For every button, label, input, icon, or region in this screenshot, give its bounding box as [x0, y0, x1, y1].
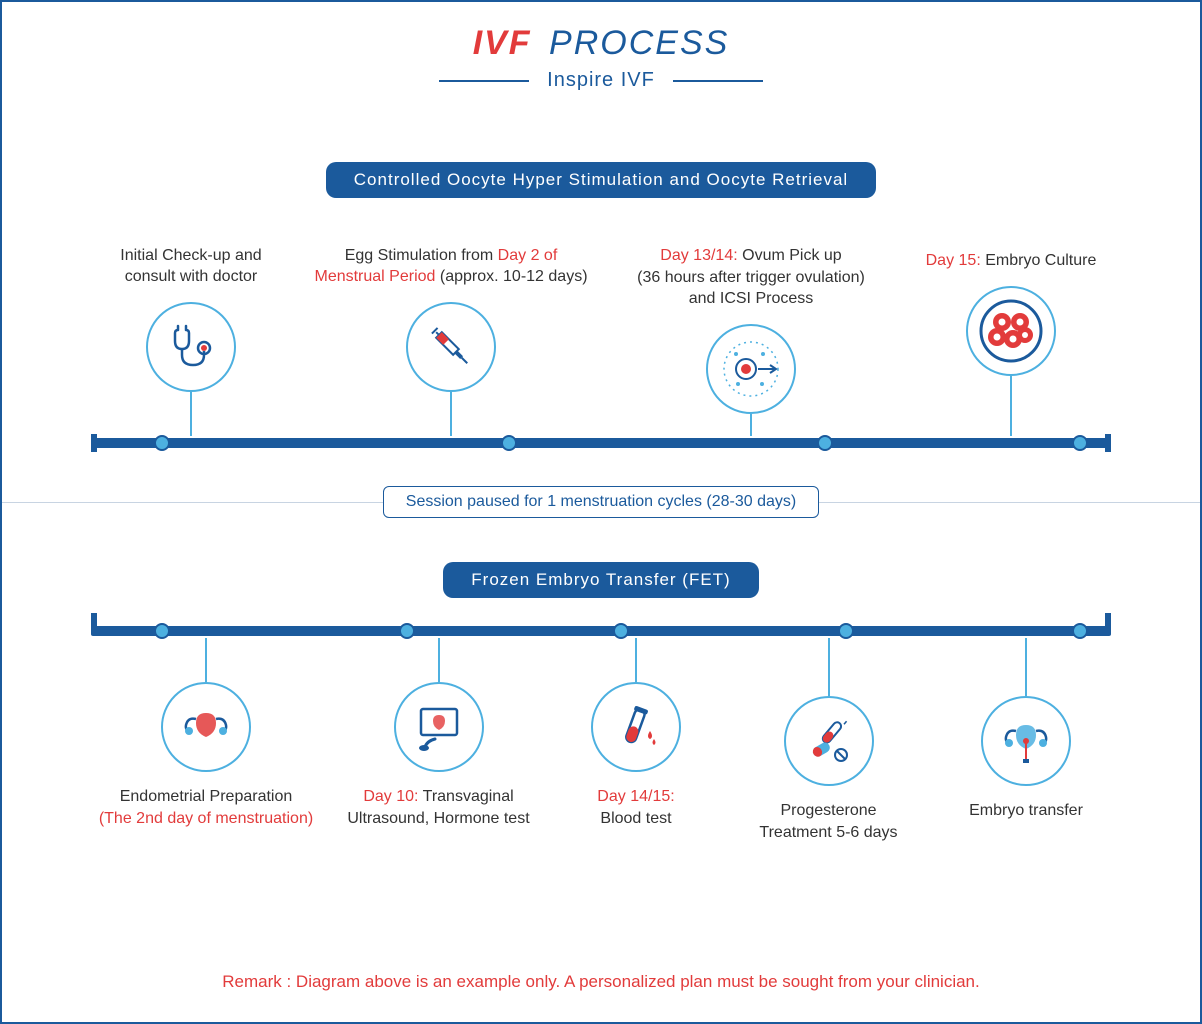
timeline-step: Egg Stimulation from Day 2 ofMenstrual P… — [311, 244, 591, 436]
title-process: PROCESS — [549, 24, 729, 62]
timeline-dot — [1072, 623, 1088, 639]
connector-line — [828, 638, 830, 696]
timeline-step: Initial Check-up andconsult with doctor — [91, 244, 291, 436]
timeline-step: Day 13/14: Ovum Pick up(36 hours after t… — [611, 245, 891, 436]
ultrasound-icon — [394, 682, 484, 772]
step-label: Day 10: TransvaginalUltrasound, Hormone … — [347, 786, 529, 830]
section1-header: Controlled Oocyte Hyper Stimulation and … — [2, 162, 1200, 198]
step-label: Endometrial Preparation(The 2nd day of m… — [99, 786, 313, 830]
timeline-dot — [1072, 435, 1088, 451]
main-title: IVF PROCESS — [2, 24, 1200, 63]
syringe-icon — [406, 302, 496, 392]
step-label: ProgesteroneTreatment 5-6 days — [759, 800, 897, 844]
timeline-1: Initial Check-up andconsult with doctor … — [81, 228, 1121, 448]
connector-line — [205, 638, 207, 682]
pause-section: Session paused for 1 menstruation cycles… — [2, 486, 1200, 518]
tl-endcap — [1105, 613, 1111, 631]
timeline-step: Day 10: TransvaginalUltrasound, Hormone … — [339, 638, 539, 830]
timeline-dot — [838, 623, 854, 639]
steps-row-2: Endometrial Preparation(The 2nd day of m… — [81, 626, 1121, 844]
timeline-dot — [399, 623, 415, 639]
remark-text: Remark : Diagram above is an example onl… — [2, 972, 1200, 992]
timeline-bar-1 — [91, 438, 1111, 448]
tl-endcap — [91, 434, 97, 452]
embryo-icon — [966, 286, 1056, 376]
tl-endcap — [1105, 434, 1111, 452]
step-label: Day 15: Embryo Culture — [926, 228, 1097, 272]
timeline-dot — [613, 623, 629, 639]
step-label: Egg Stimulation from Day 2 ofMenstrual P… — [314, 244, 587, 288]
subtitle: Inspire IVF — [547, 69, 655, 92]
section2-header: Frozen Embryo Transfer (FET) — [2, 562, 1200, 598]
step-label: Initial Check-up andconsult with doctor — [120, 244, 261, 288]
connector-line — [1010, 376, 1012, 436]
decor-line-right — [673, 80, 763, 82]
transfer-icon — [981, 696, 1071, 786]
timeline-step: ProgesteroneTreatment 5-6 days — [734, 638, 924, 844]
tl-endcap — [91, 613, 97, 631]
connector-line — [190, 392, 192, 436]
connector-line — [450, 392, 452, 436]
timeline-step: Embryo transfer — [941, 638, 1111, 844]
timeline-dot — [154, 623, 170, 639]
connector-line — [438, 638, 440, 682]
subtitle-row: Inspire IVF — [2, 69, 1200, 92]
timeline-dot — [154, 435, 170, 451]
timeline-step: Day 14/15:Blood test — [556, 638, 716, 830]
connector-line — [1025, 638, 1027, 696]
step-label: Day 14/15:Blood test — [597, 786, 674, 830]
title-ivf: IVF — [473, 24, 532, 62]
step-label: Embryo transfer — [969, 800, 1083, 844]
pills-icon — [784, 696, 874, 786]
uterus-icon — [161, 682, 251, 772]
header: IVF PROCESS Inspire IVF — [2, 2, 1200, 92]
section2-title: Frozen Embryo Transfer (FET) — [443, 562, 758, 598]
icsi-icon — [706, 324, 796, 414]
connector-line — [750, 414, 752, 436]
timeline-2: Endometrial Preparation(The 2nd day of m… — [81, 626, 1121, 886]
section1-title: Controlled Oocyte Hyper Stimulation and … — [326, 162, 876, 198]
timeline-bar-2 — [91, 626, 1111, 636]
steps-row-1: Initial Check-up andconsult with doctor … — [81, 228, 1121, 436]
timeline-step: Day 15: Embryo Culture — [911, 228, 1111, 436]
stethoscope-icon — [146, 302, 236, 392]
blood-icon — [591, 682, 681, 772]
connector-line — [635, 638, 637, 682]
step-label: Day 13/14: Ovum Pick up(36 hours after t… — [637, 245, 865, 310]
pause-label: Session paused for 1 menstruation cycles… — [383, 486, 819, 518]
timeline-step: Endometrial Preparation(The 2nd day of m… — [91, 638, 321, 830]
timeline-dot — [501, 435, 517, 451]
decor-line-left — [439, 80, 529, 82]
timeline-dot — [817, 435, 833, 451]
